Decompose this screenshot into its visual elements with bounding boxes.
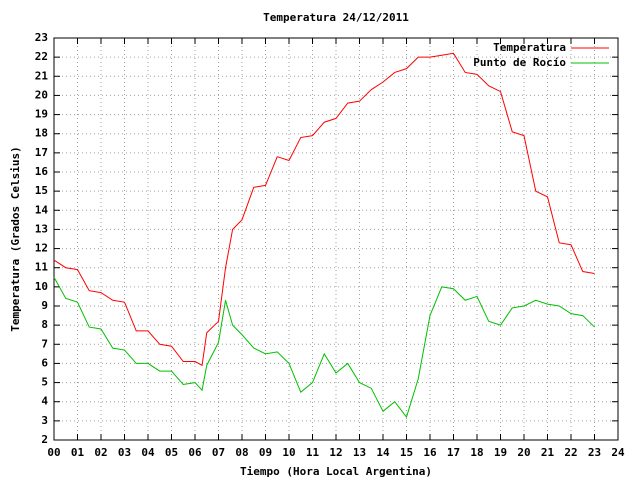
x-tick-label: 23 [588,446,601,459]
x-tick-label: 06 [188,446,202,459]
data-line [53,277,595,419]
plot-frame [53,37,619,441]
x-tick-label: 10 [282,446,295,459]
chart-title: Temperatura 24/12/2011 [263,11,409,24]
legend-label: Punto de Rocío [473,56,566,69]
y-axis-label: Temperatura (Grados Celsius) [9,146,22,331]
y-tick-label: 18 [35,127,48,140]
y-tick-label: 6 [41,356,48,369]
y-tick-label: 16 [35,165,49,178]
x-tick-label: 04 [141,446,155,459]
x-tick-label: 01 [71,446,85,459]
y-tick-label: 12 [35,242,48,255]
x-tick-label: 00 [47,446,60,459]
y-tick-label: 23 [35,31,48,44]
y-tick-label: 8 [41,318,48,331]
x-tick-label: 14 [376,446,390,459]
x-tick-label: 19 [494,446,507,459]
y-tick-label: 4 [41,395,48,408]
x-tick-label: 16 [423,446,437,459]
y-tick-label: 21 [35,69,49,82]
x-tick-label: 02 [94,446,107,459]
x-tick-label: 05 [165,446,178,459]
x-tick-label: 08 [235,446,248,459]
legend-label: Temperatura [493,41,566,54]
x-tick-label: 24 [611,446,625,459]
x-tick-label: 18 [470,446,483,459]
x-tick-label: 13 [353,446,366,459]
y-tick-label: 14 [35,203,49,216]
y-tick-label: 2 [41,433,48,446]
y-tick-label: 13 [35,222,48,235]
y-tick-label: 7 [41,337,48,350]
y-tick-label: 17 [35,146,48,159]
x-tick-label: 22 [564,446,577,459]
x-tick-label: 12 [329,446,342,459]
y-tick-label: 22 [35,50,48,63]
y-tick-label: 5 [41,376,48,389]
x-tick-label: 20 [517,446,530,459]
y-tick-label: 10 [35,280,48,293]
x-tick-label: 11 [306,446,320,459]
x-tick-label: 03 [118,446,131,459]
y-tick-label: 3 [41,414,48,427]
x-tick-label: 07 [212,446,225,459]
y-tick-label: 20 [35,88,48,101]
y-tick-label: 11 [35,261,49,274]
x-tick-label: 21 [541,446,555,459]
y-tick-label: 15 [35,184,48,197]
x-axis-label: Tiempo (Hora Local Argentina) [240,465,432,478]
data-line [53,52,595,367]
y-tick-label: 9 [41,299,48,312]
x-tick-label: 15 [400,446,413,459]
x-tick-label: 09 [259,446,272,459]
x-tick-label: 17 [447,446,460,459]
y-tick-label: 19 [35,108,48,121]
